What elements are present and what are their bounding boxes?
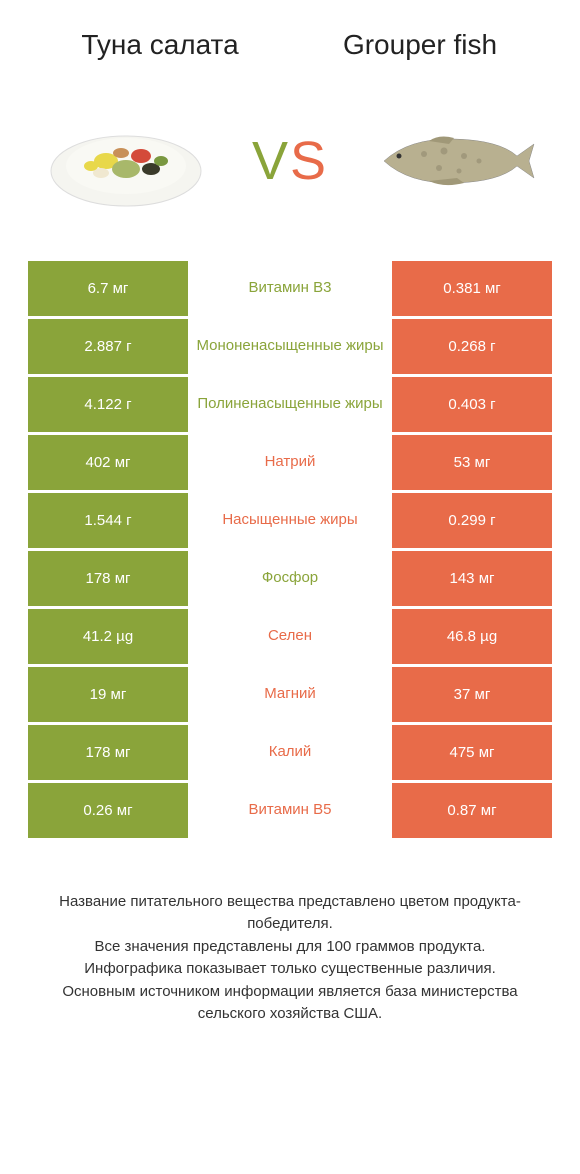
table-row: 19 мгМагний37 мг <box>28 667 552 722</box>
left-value: 2.887 г <box>28 319 188 374</box>
right-value: 0.299 г <box>392 493 552 548</box>
table-row: 4.122 гПолиненасыщенные жиры0.403 г <box>28 377 552 432</box>
right-value: 143 мг <box>392 551 552 606</box>
left-value: 41.2 µg <box>28 609 188 664</box>
images-row: VS <box>0 71 580 261</box>
table-row: 178 мгФосфор143 мг <box>28 551 552 606</box>
nutrient-label: Магний <box>188 667 392 722</box>
nutrient-label: Витамин B5 <box>188 783 392 838</box>
nutrient-label: Полиненасыщенные жиры <box>188 377 392 432</box>
right-value: 0.268 г <box>392 319 552 374</box>
left-value: 178 мг <box>28 551 188 606</box>
vs-v: V <box>252 131 290 191</box>
footer-line-3: Инфографика показывает только существенн… <box>30 958 550 981</box>
vs-s: S <box>290 131 328 191</box>
header: Туна салата Grouper fish <box>0 0 580 71</box>
right-value: 0.381 мг <box>392 261 552 316</box>
right-value: 46.8 µg <box>392 609 552 664</box>
left-value: 6.7 мг <box>28 261 188 316</box>
salad-icon <box>46 111 206 211</box>
fish-icon <box>369 126 539 196</box>
right-value: 475 мг <box>392 725 552 780</box>
right-value: 0.87 мг <box>392 783 552 838</box>
table-row: 402 мгНатрий53 мг <box>28 435 552 490</box>
left-value: 4.122 г <box>28 377 188 432</box>
nutrient-label: Витамин B3 <box>188 261 392 316</box>
left-value: 178 мг <box>28 725 188 780</box>
table-row: 0.26 мгВитамин B50.87 мг <box>28 783 552 838</box>
table-row: 2.887 гМононенасыщенные жиры0.268 г <box>28 319 552 374</box>
right-value: 0.403 г <box>392 377 552 432</box>
right-food-image <box>369 101 539 221</box>
left-value: 0.26 мг <box>28 783 188 838</box>
comparison-table: 6.7 мгВитамин B30.381 мг2.887 гМононенас… <box>0 261 580 838</box>
nutrient-label: Селен <box>188 609 392 664</box>
right-value: 37 мг <box>392 667 552 722</box>
footer-notes: Название питательного вещества представл… <box>0 841 580 1046</box>
nutrient-label: Натрий <box>188 435 392 490</box>
table-row: 1.544 гНасыщенные жиры0.299 г <box>28 493 552 548</box>
table-row: 41.2 µgСелен46.8 µg <box>28 609 552 664</box>
nutrient-label: Мононенасыщенные жиры <box>188 319 392 374</box>
footer-line-2: Все значения представлены для 100 граммо… <box>30 936 550 959</box>
right-value: 53 мг <box>392 435 552 490</box>
vs-label: VS <box>252 130 328 192</box>
table-row: 6.7 мгВитамин B30.381 мг <box>28 261 552 316</box>
left-value: 19 мг <box>28 667 188 722</box>
table-row: 178 мгКалий475 мг <box>28 725 552 780</box>
left-value: 402 мг <box>28 435 188 490</box>
nutrient-label: Насыщенные жиры <box>188 493 392 548</box>
left-food-image <box>41 101 211 221</box>
left-food-title: Туна салата <box>60 30 260 61</box>
nutrient-label: Фосфор <box>188 551 392 606</box>
right-food-title: Grouper fish <box>320 30 520 61</box>
footer-line-1: Название питательного вещества представл… <box>30 891 550 936</box>
left-value: 1.544 г <box>28 493 188 548</box>
nutrient-label: Калий <box>188 725 392 780</box>
footer-line-4: Основным источником информации является … <box>30 981 550 1026</box>
